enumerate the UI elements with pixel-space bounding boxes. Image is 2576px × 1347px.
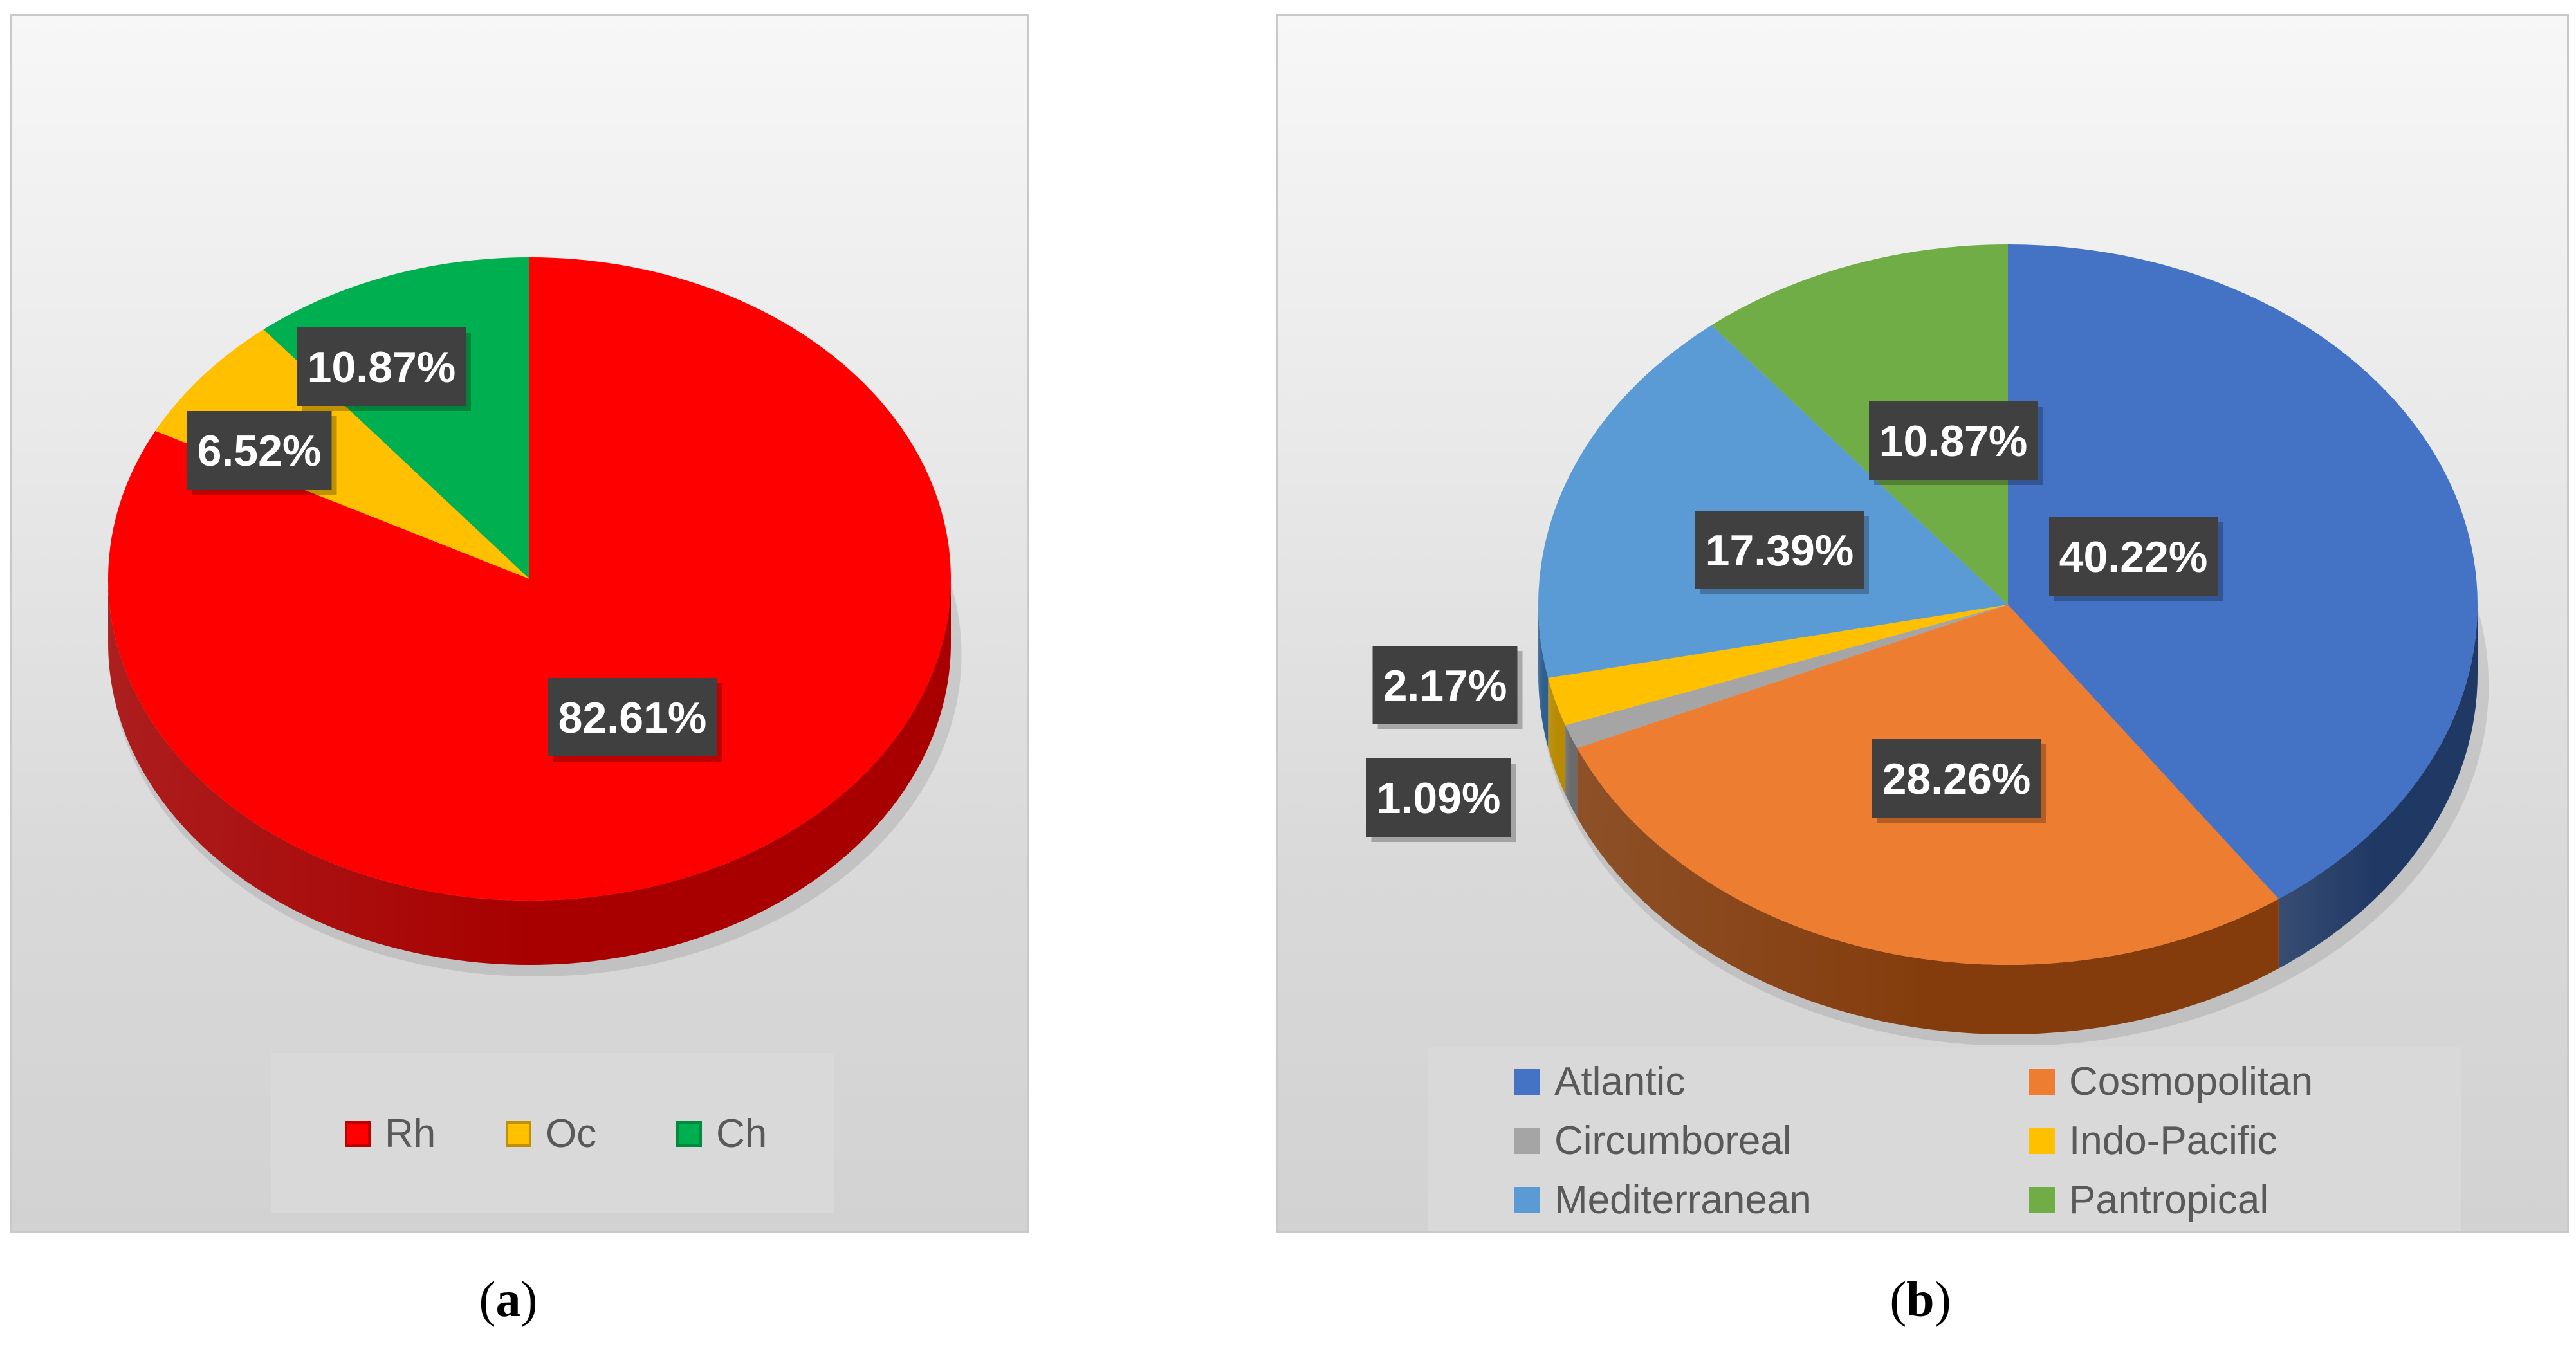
legend-label-cosmopolitan: Cosmopolitan xyxy=(2069,1059,2314,1104)
data-label-oc: 6.52% xyxy=(187,411,337,495)
pie-slice-oc xyxy=(155,329,529,579)
pie-side-indo-pacific xyxy=(1548,677,1566,795)
legend-label-rh: Rh xyxy=(385,1112,436,1156)
data-label-circumboreal: 1.09% xyxy=(1366,758,1516,842)
caption-b: (b) xyxy=(1824,1270,2017,1328)
caption-a-close: ) xyxy=(520,1271,538,1327)
data-label-text-mediterranean: 17.39% xyxy=(1706,526,1854,575)
pie-side-atlantic xyxy=(2278,605,2478,969)
pie-slice-indo-pacific xyxy=(1548,605,2008,726)
data-label-ch: 10.87% xyxy=(297,327,471,411)
legend-label-pantropical: Pantropical xyxy=(2069,1178,2269,1222)
legend-swatch-cosmopolitan xyxy=(2029,1068,2055,1095)
data-label-text-cosmopolitan: 28.26% xyxy=(1882,755,2031,803)
pie-slice-pantropical xyxy=(1711,244,2008,605)
caption-a: (a) xyxy=(412,1270,605,1328)
legend-label-oc: Oc xyxy=(546,1112,597,1156)
caption-b-letter: b xyxy=(1906,1271,1935,1327)
legend-swatch-oc xyxy=(506,1121,531,1147)
legend-label-atlantic: Atlantic xyxy=(1554,1059,1686,1104)
data-label-rh: 82.61% xyxy=(548,678,722,762)
legend-item-rh: Rh xyxy=(345,1111,436,1157)
legend-swatch-atlantic xyxy=(1514,1068,1540,1095)
data-label-text-oc: 6.52% xyxy=(198,426,322,475)
pie-side-rh xyxy=(108,579,951,965)
data-label-text-indo-pacific: 2.17% xyxy=(1383,661,1507,710)
legend-item-circumboreal: Circumboreal xyxy=(1514,1118,1792,1164)
legend-label-ch: Ch xyxy=(716,1112,768,1156)
legend-swatch-rh xyxy=(345,1121,371,1147)
legend-item-mediterranean: Mediterranean xyxy=(1514,1177,1812,1223)
legend-label-mediterranean: Mediterranean xyxy=(1554,1178,1812,1222)
pie-slice-circumboreal xyxy=(1565,605,2008,749)
legend-b: Atlantic Cosmopolitan Circumboreal Indo-… xyxy=(1428,1047,2461,1231)
data-label-text-rh: 82.61% xyxy=(558,693,707,742)
data-label-cosmopolitan: 28.26% xyxy=(1872,739,2046,823)
legend-swatch-indo-pacific xyxy=(2029,1128,2055,1154)
pie-side-circumboreal xyxy=(1565,725,1578,818)
data-label-atlantic: 40.22% xyxy=(2049,517,2223,601)
data-label-text-pantropical: 10.87% xyxy=(1879,417,2028,466)
chart-panel-b: 40.22% 28.26% 1.09% 2.17% 17.39% 10.87% Atlan… xyxy=(1276,14,2569,1233)
legend-item-pantropical: Pantropical xyxy=(2029,1177,2268,1223)
pie-side-cosmopolitan xyxy=(1577,748,2279,1034)
chart-panel-a: 82.61% 6.52% 10.87% Rh Oc Ch xyxy=(10,14,1029,1233)
pie-slice-mediterranean xyxy=(1538,325,2008,678)
data-label-pantropical: 10.87% xyxy=(1869,401,2043,485)
legend-item-atlantic: Atlantic xyxy=(1514,1059,1685,1104)
data-label-text-ch: 10.87% xyxy=(308,343,456,392)
legend-item-cosmopolitan: Cosmopolitan xyxy=(2029,1059,2313,1104)
data-label-text-atlantic: 40.22% xyxy=(2059,533,2208,582)
legend-label-indo-pacific: Indo-Pacific xyxy=(2069,1119,2277,1163)
caption-a-letter: a xyxy=(495,1271,521,1327)
legend-swatch-circumboreal xyxy=(1514,1128,1540,1154)
caption-a-open: ( xyxy=(479,1271,496,1327)
legend-swatch-pantropical xyxy=(2029,1187,2055,1213)
pie-slice-rh xyxy=(108,257,951,901)
data-label-indo-pacific: 2.17% xyxy=(1372,646,1523,729)
data-label-text-circumboreal: 1.09% xyxy=(1377,774,1501,823)
legend-item-indo-pacific: Indo-Pacific xyxy=(2029,1118,2277,1164)
legend-item-oc: Oc xyxy=(506,1111,596,1157)
pie-chart-a: 82.61% 6.52% 10.87% xyxy=(108,257,962,976)
caption-b-open: ( xyxy=(1890,1271,1907,1327)
pie-chart-b: 40.22% 28.26% 1.09% 2.17% 17.39% 10.87% xyxy=(1366,244,2489,1045)
data-label-mediterranean: 17.39% xyxy=(1695,511,1869,594)
legend-swatch-ch xyxy=(676,1121,702,1147)
caption-b-close: ) xyxy=(1934,1271,1951,1327)
pie-side-mediterranean xyxy=(1538,605,1549,747)
legend-label-circumboreal: Circumboreal xyxy=(1554,1119,1792,1163)
legend-item-ch: Ch xyxy=(676,1111,767,1157)
pie-slice-atlantic xyxy=(2008,244,2478,899)
legend-a: Rh Oc Ch xyxy=(271,1053,834,1213)
legend-swatch-mediterranean xyxy=(1514,1187,1540,1213)
